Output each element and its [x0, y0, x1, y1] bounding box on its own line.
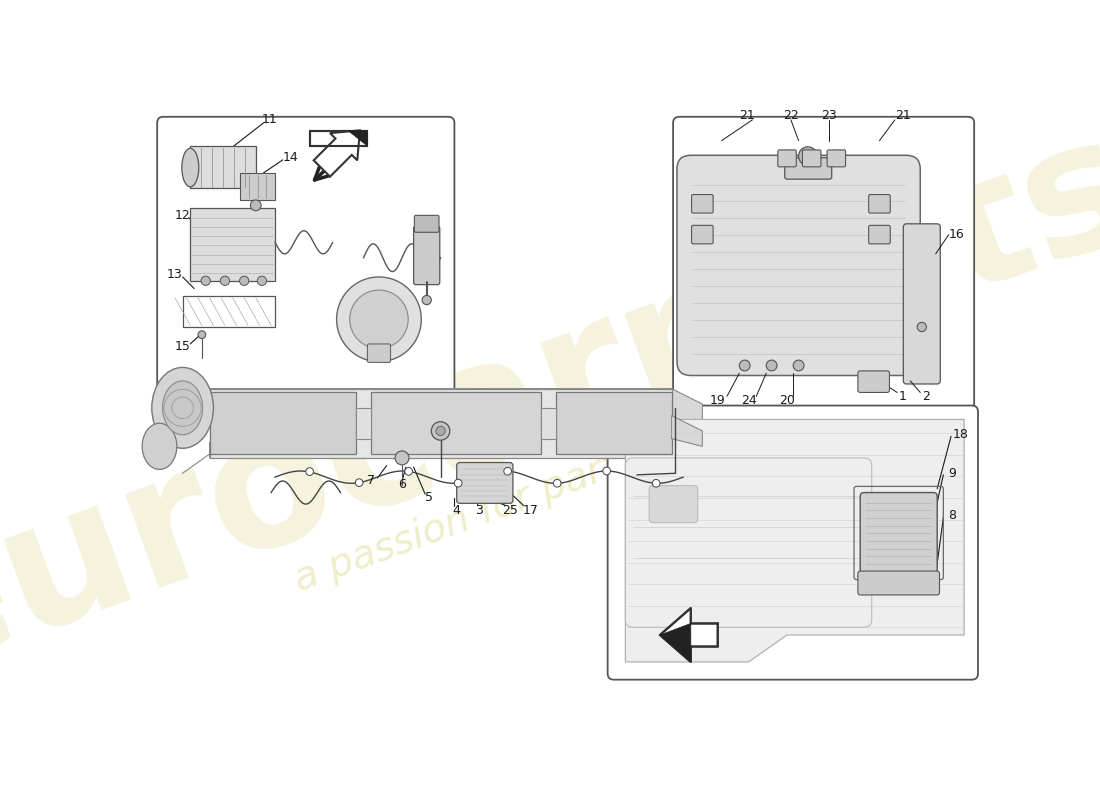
Text: 6: 6 [398, 478, 406, 491]
Circle shape [395, 451, 409, 465]
Polygon shape [190, 208, 275, 281]
Circle shape [405, 467, 412, 475]
Text: 22: 22 [783, 109, 799, 122]
Ellipse shape [142, 423, 177, 470]
FancyBboxPatch shape [676, 155, 921, 375]
FancyBboxPatch shape [903, 224, 940, 384]
FancyBboxPatch shape [607, 406, 978, 680]
Text: 13: 13 [167, 268, 183, 281]
Text: 7: 7 [367, 474, 375, 487]
Polygon shape [190, 146, 255, 188]
FancyBboxPatch shape [858, 371, 890, 393]
Circle shape [431, 422, 450, 440]
Text: 5: 5 [425, 491, 433, 505]
Polygon shape [372, 393, 541, 454]
Circle shape [603, 467, 611, 475]
Polygon shape [541, 408, 556, 438]
Text: 23: 23 [822, 109, 837, 122]
Ellipse shape [182, 148, 199, 187]
FancyBboxPatch shape [860, 493, 937, 574]
FancyBboxPatch shape [157, 117, 454, 418]
Circle shape [257, 276, 266, 286]
Polygon shape [241, 173, 275, 200]
Circle shape [422, 295, 431, 305]
Text: 19: 19 [710, 394, 726, 406]
Circle shape [652, 479, 660, 487]
Circle shape [240, 276, 249, 286]
FancyBboxPatch shape [803, 150, 821, 167]
Text: 2: 2 [922, 390, 930, 403]
FancyBboxPatch shape [778, 150, 796, 167]
Text: 18: 18 [953, 428, 968, 442]
Circle shape [436, 426, 446, 435]
FancyBboxPatch shape [415, 215, 439, 232]
Circle shape [504, 467, 512, 475]
Circle shape [355, 479, 363, 486]
Text: 4: 4 [452, 504, 460, 517]
Circle shape [350, 290, 408, 349]
Polygon shape [314, 130, 360, 177]
Circle shape [251, 200, 261, 210]
Polygon shape [310, 130, 367, 146]
Text: 25: 25 [502, 504, 518, 517]
Polygon shape [660, 608, 717, 662]
Circle shape [793, 360, 804, 371]
FancyBboxPatch shape [692, 226, 713, 244]
FancyBboxPatch shape [649, 486, 697, 522]
Text: 9: 9 [948, 467, 957, 480]
Text: eurocarparts: eurocarparts [0, 96, 1100, 712]
Polygon shape [209, 442, 703, 474]
Text: 14: 14 [283, 151, 298, 164]
Ellipse shape [152, 367, 213, 448]
Polygon shape [209, 393, 356, 454]
FancyBboxPatch shape [367, 344, 390, 362]
FancyBboxPatch shape [692, 194, 713, 213]
Polygon shape [156, 389, 703, 450]
Polygon shape [356, 408, 372, 438]
Circle shape [739, 360, 750, 371]
Circle shape [201, 276, 210, 286]
FancyBboxPatch shape [673, 117, 975, 414]
Circle shape [337, 277, 421, 362]
Polygon shape [348, 130, 367, 146]
FancyBboxPatch shape [414, 226, 440, 285]
Polygon shape [671, 415, 703, 446]
Text: 12: 12 [175, 209, 190, 222]
Text: 1: 1 [899, 390, 906, 403]
Circle shape [917, 322, 926, 332]
Polygon shape [209, 389, 671, 458]
Circle shape [454, 479, 462, 487]
Circle shape [799, 147, 817, 166]
FancyBboxPatch shape [858, 571, 939, 595]
Circle shape [198, 331, 206, 338]
Circle shape [306, 468, 313, 475]
FancyBboxPatch shape [456, 462, 513, 503]
Circle shape [220, 276, 230, 286]
FancyBboxPatch shape [827, 150, 846, 167]
Text: 11: 11 [262, 113, 277, 126]
Text: 24: 24 [740, 394, 757, 406]
Ellipse shape [163, 381, 202, 434]
FancyBboxPatch shape [869, 194, 890, 213]
Text: a passion for parts since 1985: a passion for parts since 1985 [289, 362, 854, 599]
Text: 17: 17 [522, 504, 539, 517]
FancyBboxPatch shape [784, 158, 832, 179]
Text: 15: 15 [175, 340, 190, 353]
FancyBboxPatch shape [869, 226, 890, 244]
Text: 21: 21 [739, 109, 755, 122]
Text: 8: 8 [948, 509, 957, 522]
Text: 21: 21 [894, 109, 911, 122]
Polygon shape [625, 419, 964, 662]
Text: 16: 16 [948, 228, 965, 241]
Text: 3: 3 [475, 504, 483, 517]
Text: 20: 20 [779, 394, 795, 406]
Polygon shape [556, 393, 671, 454]
Polygon shape [660, 623, 691, 662]
Circle shape [553, 479, 561, 487]
Circle shape [767, 360, 777, 371]
